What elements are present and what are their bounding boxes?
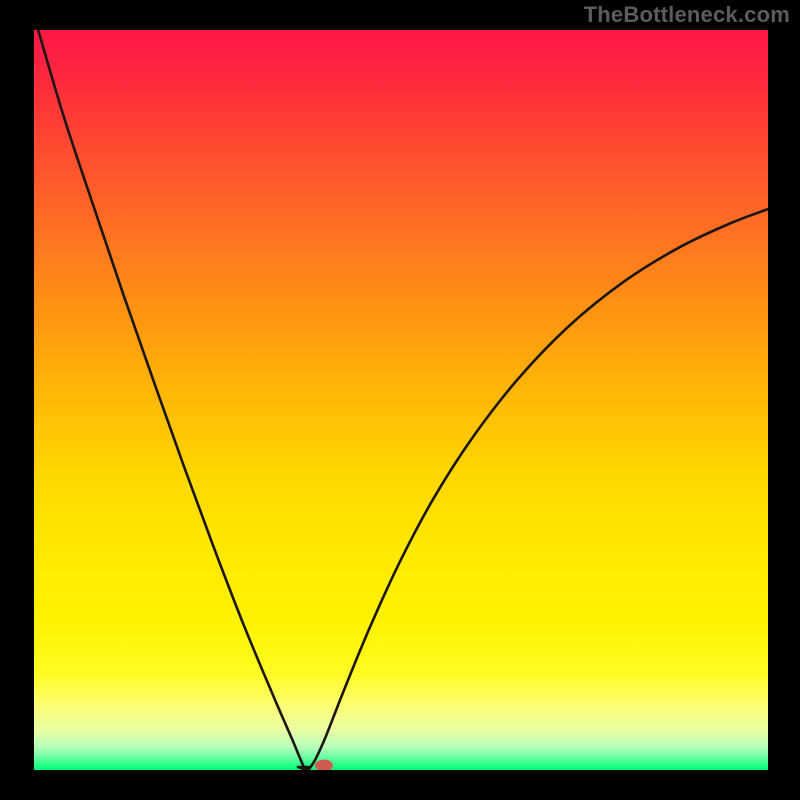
attribution-label: TheBottleneck.com (584, 2, 790, 28)
gradient-background (34, 30, 768, 770)
chart-frame: TheBottleneck.com (0, 0, 800, 800)
plot-svg (34, 30, 768, 770)
plot-area (34, 30, 768, 770)
